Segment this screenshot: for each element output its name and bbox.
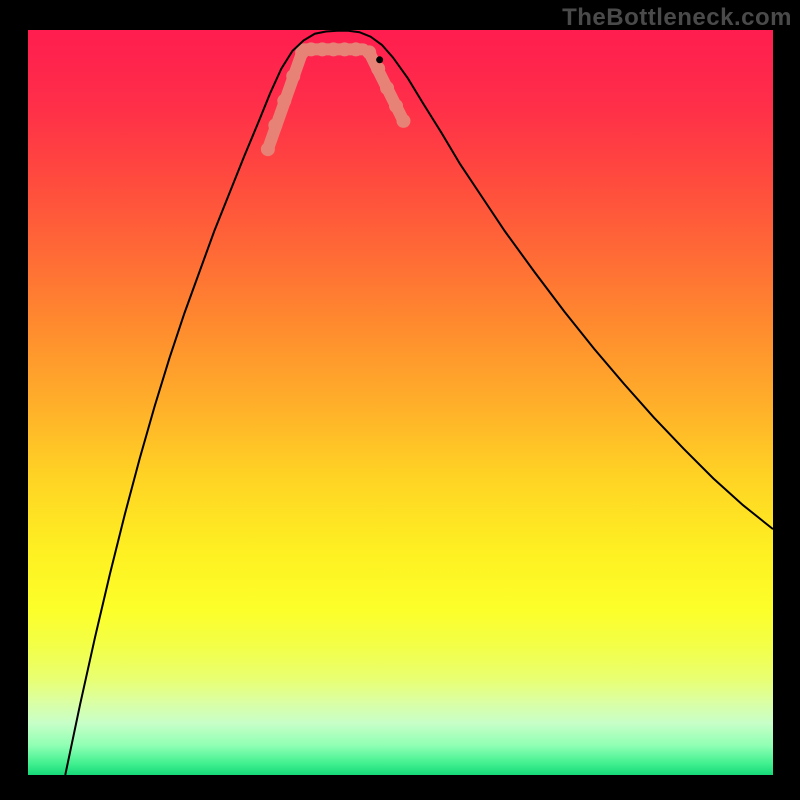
plot-area bbox=[28, 30, 773, 775]
watermark-text: TheBottleneck.com bbox=[562, 4, 792, 32]
black-dot-marker bbox=[376, 56, 383, 63]
bottleneck-curve bbox=[65, 31, 773, 775]
curve-layer bbox=[28, 30, 773, 775]
